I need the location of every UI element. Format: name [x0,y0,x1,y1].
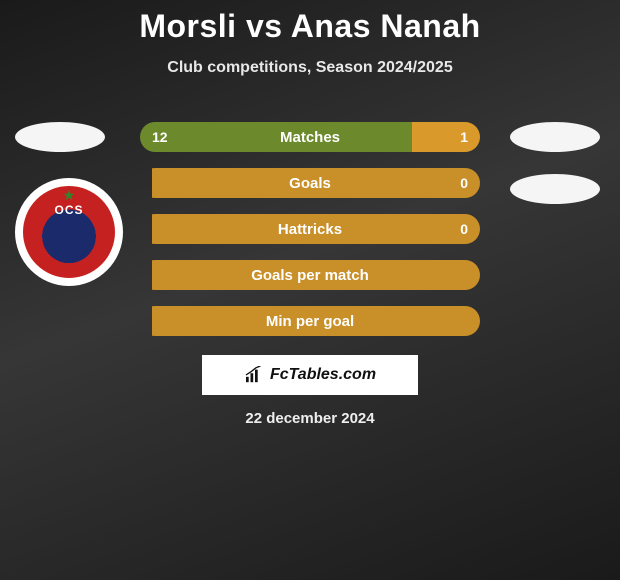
club-right-badge [510,174,600,204]
club-left-badge: ★ [15,178,123,286]
bar-right-value: 0 [460,175,468,191]
bar-left-segment [140,214,152,244]
bar-right-segment: 0 [152,168,480,198]
comparison-bars: 121Matches0Goals0HattricksGoals per matc… [140,122,480,352]
bar-row: Goals per match [140,260,480,290]
date-label: 22 december 2024 [0,410,620,427]
bar-left-value: 12 [152,129,168,145]
bar-right-segment: 1 [412,122,480,152]
page-title: Morsli vs Anas Nanah [0,0,620,45]
watermark-text: FcTables.com [270,366,376,384]
bar-right-value: 0 [460,221,468,237]
club-left-badge-inner: ★ [23,186,115,278]
bar-row: 121Matches [140,122,480,152]
player-right-avatar [510,122,600,152]
bar-right-segment [152,260,480,290]
watermark: FcTables.com [202,355,418,395]
chart-icon [244,366,266,384]
bar-right-segment [152,306,480,336]
bar-left-segment [140,168,152,198]
bar-left-segment [140,260,152,290]
bar-left-segment [140,306,152,336]
star-icon: ★ [63,187,76,204]
bar-row: Min per goal [140,306,480,336]
bar-row: 0Goals [140,168,480,198]
bar-left-segment: 12 [140,122,412,152]
subtitle: Club competitions, Season 2024/2025 [0,59,620,77]
player-left-avatar [15,122,105,152]
bar-row: 0Hattricks [140,214,480,244]
bar-right-value: 1 [460,129,468,145]
bar-right-segment: 0 [152,214,480,244]
